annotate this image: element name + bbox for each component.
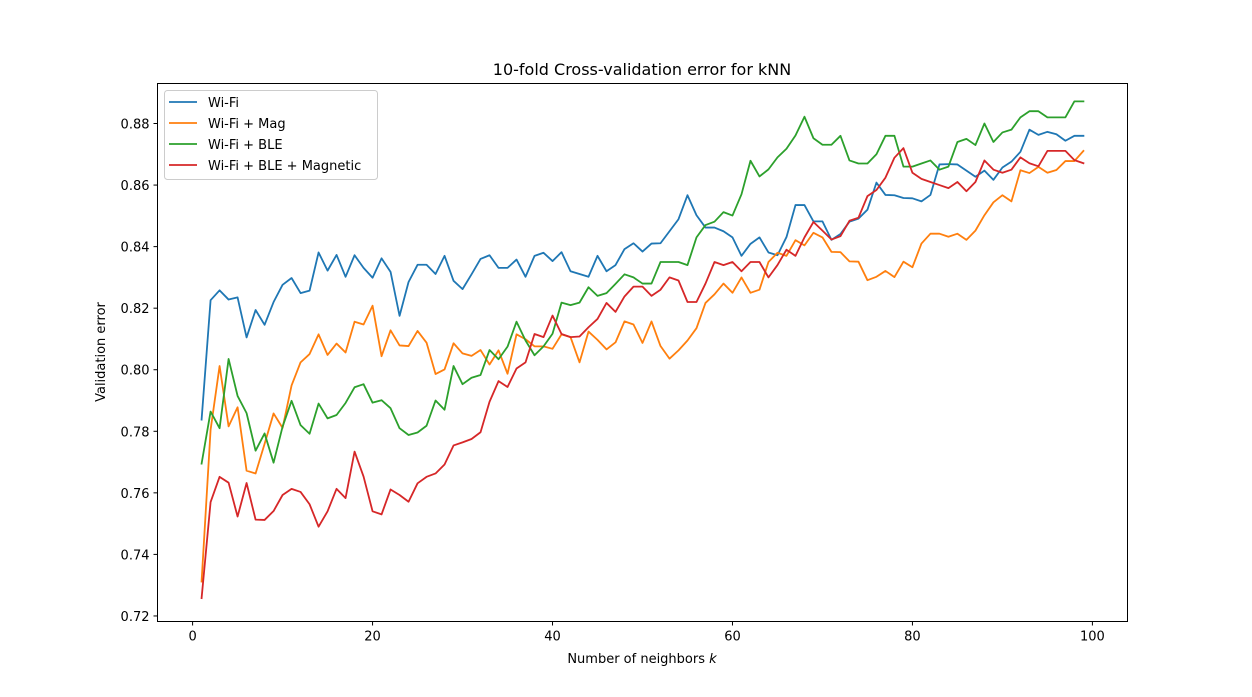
x-tick-label: 20 — [364, 630, 381, 645]
series-line-wi-fi-ble — [200, 100, 1085, 465]
y-tick-label: 0.88 — [121, 118, 150, 133]
chart-title: 10-fold Cross-validation error for kNN — [493, 60, 791, 79]
series-line-wi-fi-ble-magnetic — [200, 147, 1085, 600]
x-tick-label: 60 — [724, 630, 741, 645]
legend: Wi-Fi Wi-Fi + Mag Wi-Fi + BLE Wi-Fi + BLE +… — [164, 90, 378, 180]
y-tick-label: 0.80 — [121, 364, 150, 379]
x-tick-label: 80 — [904, 630, 921, 645]
legend-label: Wi-Fi + BLE + Magnetic — [208, 159, 361, 174]
y-axis: 0.72 0.74 0.76 0.78 0.80 0.82 0.84 0.86 0.88 — [121, 118, 158, 625]
legend-box — [164, 90, 378, 180]
series-line-wi-fi-mag — [200, 149, 1085, 583]
plot-lines — [200, 100, 1085, 600]
x-tick-label: 40 — [544, 630, 561, 645]
y-axis-label: Validation error — [94, 301, 109, 401]
y-tick-label: 0.82 — [121, 302, 150, 317]
y-tick-label: 0.74 — [121, 548, 150, 563]
y-tick-label: 0.78 — [121, 425, 150, 440]
series-line-wi-fi — [200, 128, 1085, 421]
x-axis: 0 20 40 60 80 100 — [188, 621, 1105, 645]
legend-label: Wi-Fi — [208, 96, 239, 111]
y-tick-label: 0.72 — [121, 610, 150, 625]
legend-label: Wi-Fi + BLE — [208, 138, 283, 153]
y-tick-label: 0.86 — [121, 179, 150, 194]
x-axis-label-variable: k — [709, 652, 717, 667]
x-axis-label: Number of neighbors k — [567, 652, 717, 667]
x-axis-label-text: Number of neighbors — [567, 652, 705, 667]
x-tick-label: 100 — [1080, 630, 1105, 645]
legend-label: Wi-Fi + Mag — [208, 117, 286, 132]
y-tick-label: 0.76 — [121, 487, 150, 502]
x-tick-label: 0 — [188, 630, 196, 645]
plot-frame — [157, 83, 1128, 622]
y-tick-label: 0.84 — [121, 241, 150, 256]
